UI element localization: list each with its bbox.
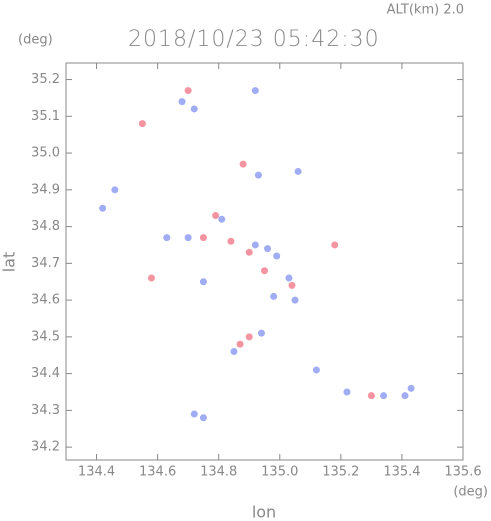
echo-point xyxy=(184,234,192,242)
x-tick-label: 135.4 xyxy=(383,465,420,480)
y-tick-label: 34.7 xyxy=(31,256,60,271)
echo-point xyxy=(380,392,388,400)
x-axis-label: lon xyxy=(252,503,276,521)
echo-point xyxy=(218,215,226,223)
x-tick-label: 134.6 xyxy=(139,465,176,480)
y-tick-label: 34.3 xyxy=(31,403,60,418)
subtitle: ALT(km) 2.0 xyxy=(387,3,464,18)
echo-point xyxy=(236,340,244,348)
echo-point xyxy=(367,392,375,400)
y-tick-label: 35.1 xyxy=(31,109,60,124)
echo-point xyxy=(163,234,171,242)
x-tick-label: 134.4 xyxy=(78,465,115,480)
y-tick-label: 35.0 xyxy=(31,146,60,161)
echo-point xyxy=(99,204,107,212)
echo-point xyxy=(184,87,192,95)
echo-point xyxy=(227,237,235,245)
echo-point xyxy=(261,267,268,275)
x-tick-label: 135.2 xyxy=(322,465,359,480)
y-tick-label: 34.2 xyxy=(31,440,60,455)
y-tick-label: 34.8 xyxy=(31,219,60,234)
x-tick-label: 135.0 xyxy=(261,465,298,480)
echo-point xyxy=(264,245,272,253)
y-unit: (deg) xyxy=(18,33,53,48)
echo-point xyxy=(401,392,409,400)
echo-point xyxy=(199,278,207,286)
echo-point xyxy=(148,274,156,282)
echo-point xyxy=(270,292,278,300)
echo-point xyxy=(138,120,146,128)
echo-point xyxy=(343,388,351,396)
echo-point xyxy=(178,98,186,106)
echo-point xyxy=(239,160,247,168)
echo-point xyxy=(190,105,198,113)
x-unit: (deg) xyxy=(453,485,488,500)
y-tick-label: 35.2 xyxy=(31,72,60,87)
y-tick-label: 34.6 xyxy=(31,293,60,308)
y-axis-label: lat xyxy=(0,252,19,273)
y-tick-label: 34.4 xyxy=(31,366,60,381)
chart-title: 2018/10/23 05:42:30 xyxy=(128,27,380,52)
echo-point xyxy=(199,414,207,422)
echo-point xyxy=(407,384,415,392)
echo-point xyxy=(245,333,253,341)
echo-point xyxy=(111,186,119,194)
echo-point xyxy=(251,87,259,95)
y-tick-label: 34.9 xyxy=(31,182,60,197)
echo-point xyxy=(251,241,259,249)
echo-point xyxy=(245,248,253,256)
echo-point xyxy=(294,167,302,175)
echo-point xyxy=(230,348,238,356)
echo-point xyxy=(273,252,281,260)
echo-point xyxy=(291,296,299,304)
x-tick-label: 134.8 xyxy=(200,465,237,480)
echo-point xyxy=(190,410,198,418)
echo-point xyxy=(312,366,320,374)
echo-point xyxy=(331,241,339,249)
x-tick-label: 135.6 xyxy=(444,465,481,480)
echo-point xyxy=(212,212,220,220)
echo-point xyxy=(257,329,265,337)
echo-point xyxy=(288,281,296,289)
plot-frame xyxy=(65,62,464,461)
echo-point xyxy=(285,274,293,282)
echo-point xyxy=(254,171,262,179)
echo-point xyxy=(199,234,207,242)
y-tick-label: 34.5 xyxy=(31,329,60,344)
